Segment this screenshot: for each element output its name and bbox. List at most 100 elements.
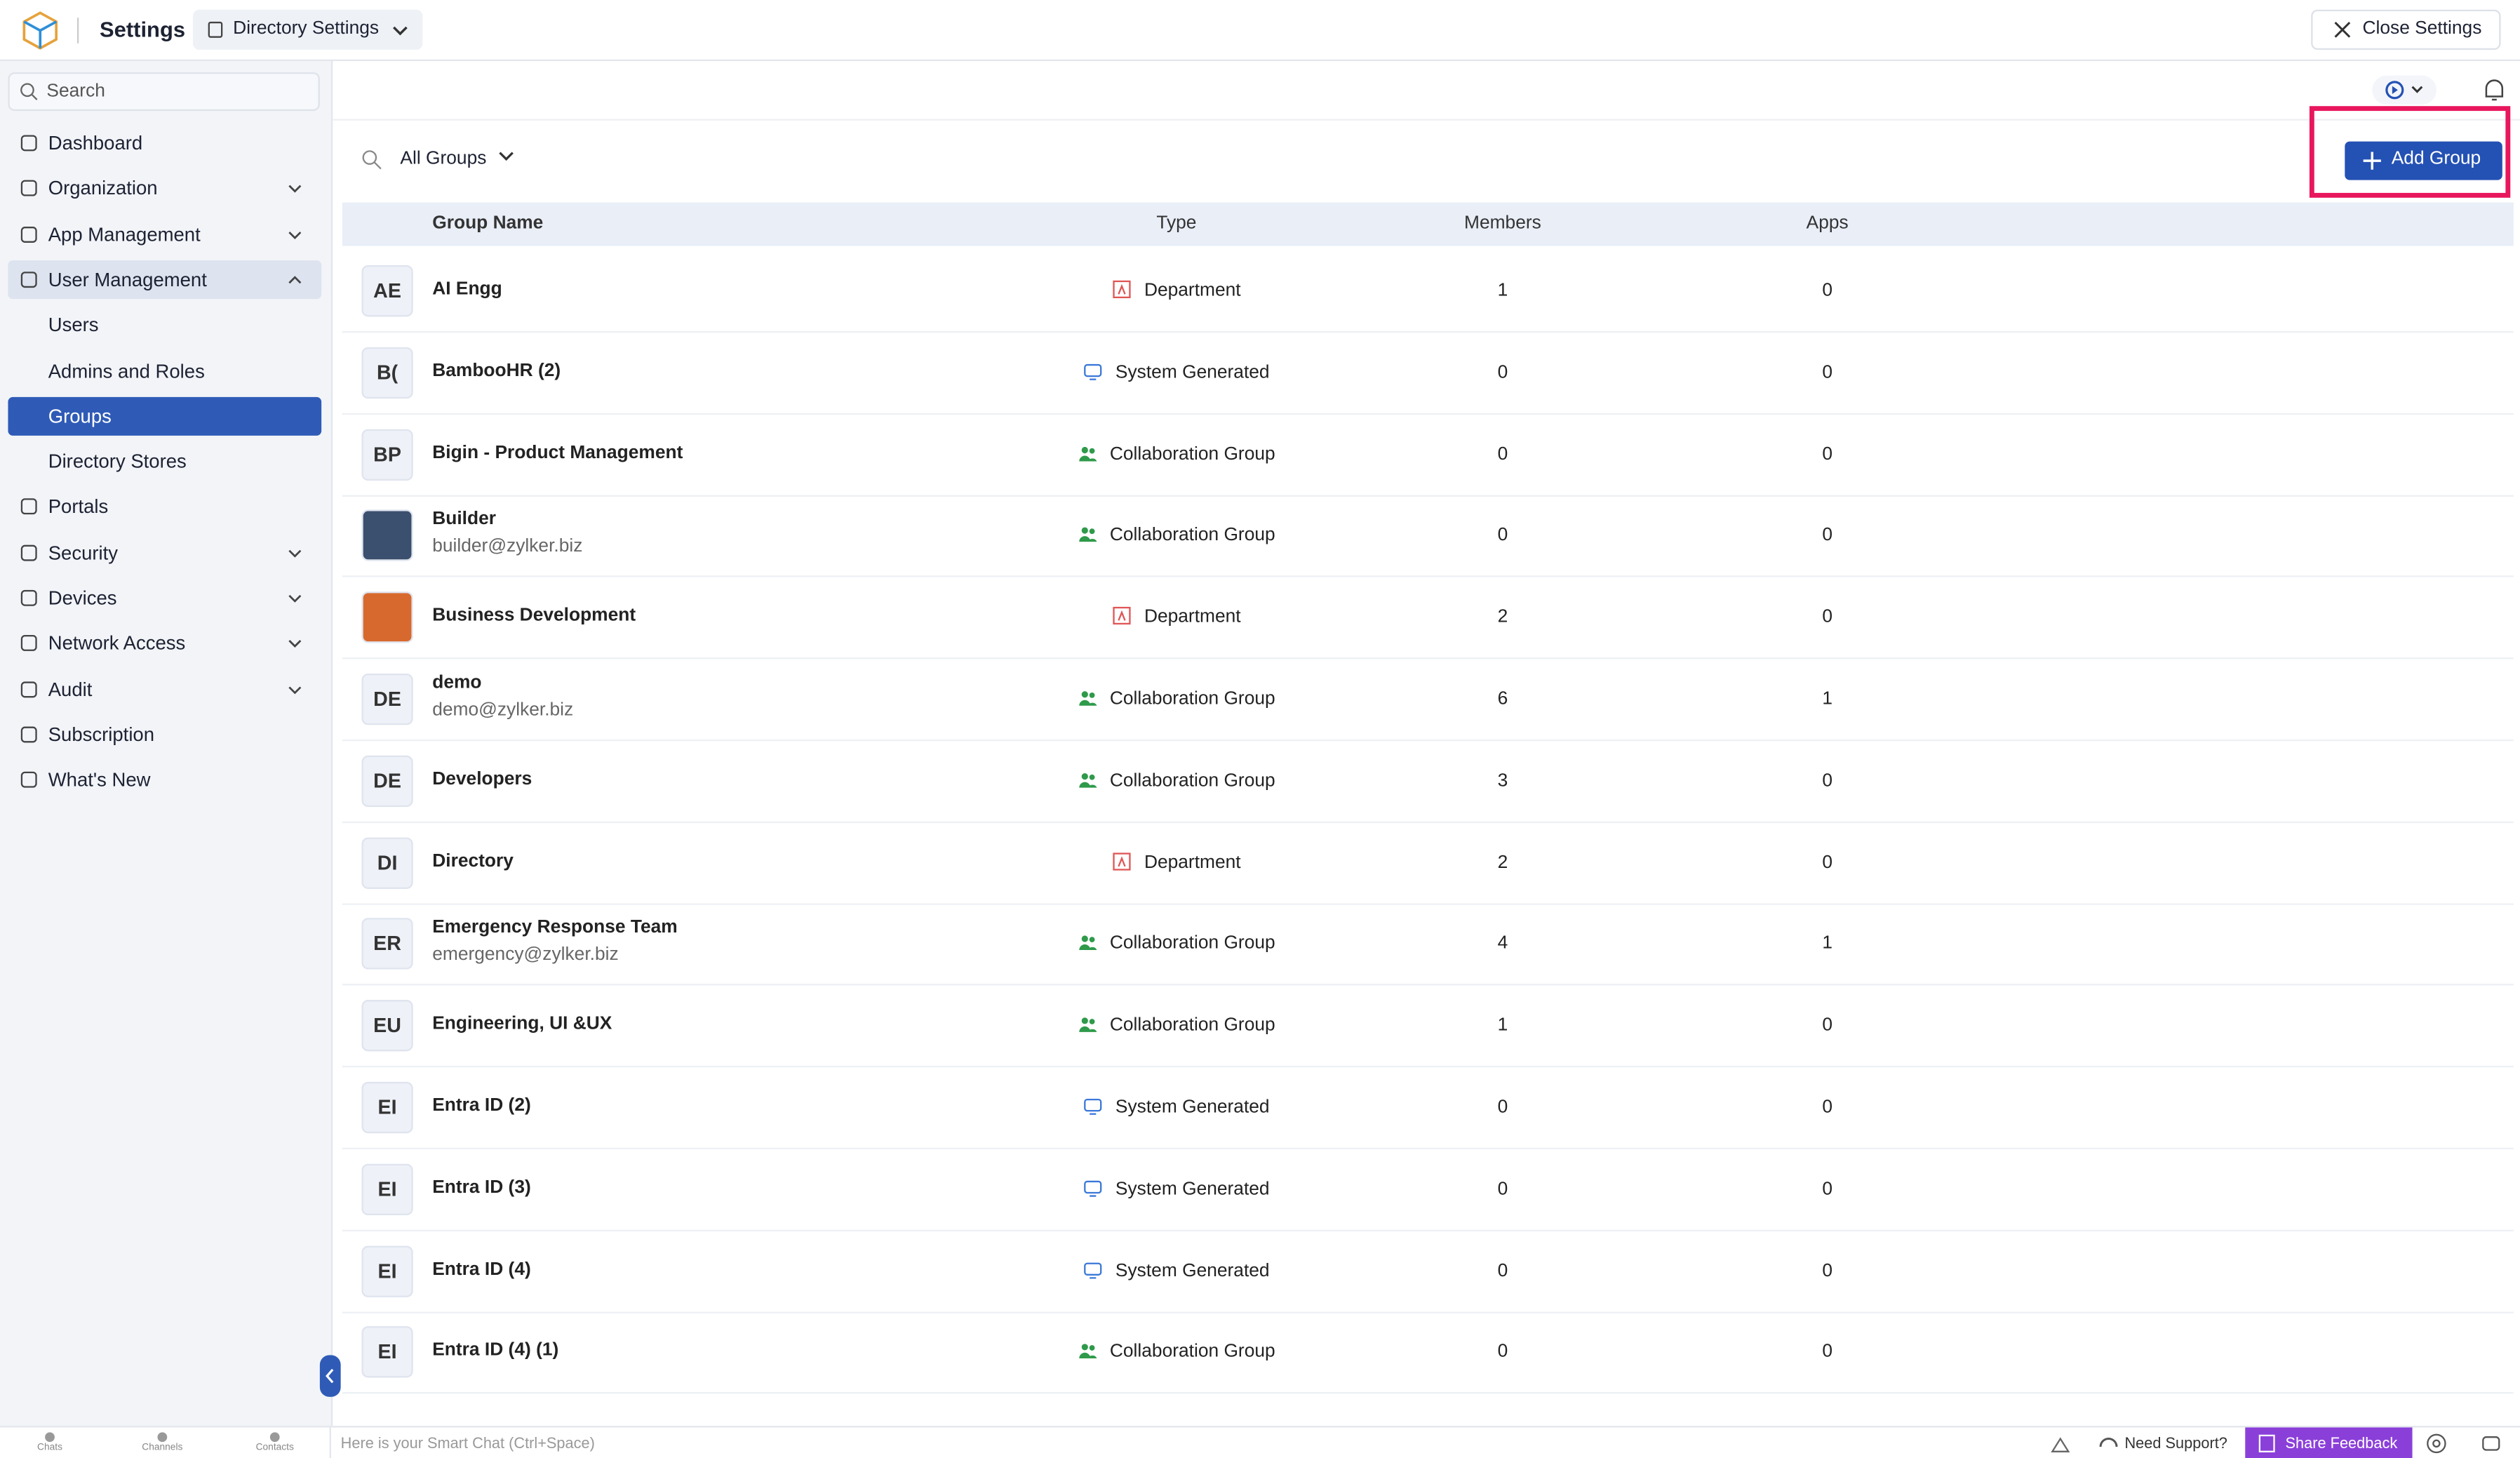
nav-item[interactable]: Devices [8,579,321,617]
nav-label: Devices [48,587,117,610]
nav-sub-item[interactable]: Users [8,306,321,345]
table-row[interactable]: EU Engineering, UI &UX Collaboration Group… [342,986,2514,1068]
column-header: Apps [1806,213,1849,234]
table-row[interactable]: EI Entra ID (3) System Generated 0 0 [342,1149,2514,1231]
group-filter[interactable]: All Groups [400,149,517,169]
nav-label: Subscription [48,723,155,746]
members-count: 3 [1497,771,1508,791]
nav-sub-item[interactable]: Groups [8,396,322,436]
avatar: EI [361,1245,413,1297]
table-row[interactable]: DE Developers Collaboration Group 3 0 [342,741,2514,823]
nav-item[interactable]: Audit [8,669,321,708]
column-header: Group Name [432,213,544,234]
type-icon [1078,1344,1097,1359]
table-row[interactable]: DE demo demo@zylker.biz Collaboration Group… [342,659,2514,742]
table-row[interactable]: EI Entra ID (2) System Generated 0 0 [342,1067,2514,1150]
members-count: 2 [1497,608,1508,627]
divider [76,18,79,44]
avatar: DE [361,673,413,725]
close-settings[interactable]: Close Settings [2311,9,2501,51]
group-type: System Generated [1048,361,1306,382]
tools-icon[interactable] [2049,1434,2072,1455]
apps-count: 0 [1822,608,1832,627]
highlight-box [2309,106,2511,198]
members-count: 0 [1497,1342,1508,1363]
members-count: 0 [1497,444,1508,464]
nav-item[interactable]: Network Access [8,624,321,663]
mention-icon[interactable] [2425,1432,2448,1454]
table-row[interactable]: BP Bigin - Product Management Collaboratio… [342,414,2514,497]
footer-tab[interactable]: Channels [114,1427,210,1458]
type-icon [1113,280,1131,298]
apps-count: 0 [1822,1097,1832,1118]
apps-count: 0 [1822,281,1832,301]
members-count: 1 [1497,281,1508,301]
table-row[interactable]: EI Entra ID (4) (1) Collaboration Group 0 0 [342,1312,2514,1395]
column-header: Type [1156,213,1197,234]
add-group-button[interactable]: Add Group [2345,141,2502,180]
recording-menu[interactable] [2371,74,2441,106]
group-type: Collaboration Group [1048,443,1306,464]
filter-label: All Groups [400,149,487,169]
share-feedback[interactable]: Share Feedback [2245,1427,2413,1458]
group-name: demo [432,673,482,693]
filter-search-icon[interactable] [361,149,382,170]
nav-item[interactable]: What's New [8,761,321,799]
nav-item[interactable]: Organization [8,169,321,208]
type-label: Collaboration Group [1109,526,1275,546]
apps-count: 1 [1822,689,1832,709]
page-title: Settings [100,18,186,42]
apps-count: 0 [1822,444,1832,464]
table-row[interactable]: B(BambooHR (2) System Generated 0 0 [342,333,2514,415]
avatar: AE [361,265,413,317]
nav-label: Groups [48,404,112,427]
header: Settings Directory Settings Close Settin… [0,0,2520,62]
chat-icon[interactable] [2480,1432,2502,1454]
nav-item[interactable]: User Management [8,260,322,299]
footer-tab[interactable]: Contacts [227,1427,323,1458]
apps-count: 0 [1822,1261,1832,1281]
table-row[interactable]: ER Emergency Response Team emergency@zylke… [342,904,2514,987]
table-row[interactable]: EI Entra ID (4) System Generated 0 0 [342,1231,2514,1313]
table-row[interactable]: Builder builder@zylker.biz Collaboration G… [342,496,2514,578]
context-switch[interactable]: Directory Settings [192,9,423,51]
nav-item[interactable]: Portals [8,488,321,526]
nav-icon [20,226,37,243]
collapse-toggle[interactable] [319,1355,341,1397]
table-row[interactable]: Business Development Department 2 0 [342,577,2514,660]
search-placeholder: Search [46,81,105,102]
type-label: Department [1144,608,1241,627]
nav-label: Network Access [48,632,186,655]
nav-sub-item[interactable]: Admins and Roles [8,352,321,390]
footer: Chats Channels Contacts Here is your Smart… [0,1426,2520,1458]
search-box[interactable]: Search [8,72,320,112]
group-type: Department [1048,280,1306,301]
nav-icon [20,271,37,288]
nav-item[interactable]: Subscription [8,715,321,754]
nav-item[interactable]: Security [8,533,321,572]
group-type: Collaboration Group [1048,1015,1306,1036]
footer-tab[interactable]: Chats [1,1427,98,1458]
tab-label: Channels [142,1443,183,1454]
nav-item[interactable]: App Management [8,215,321,253]
table-row[interactable]: AE AI Engg Department 1 0 [342,250,2514,333]
feedback-label: Share Feedback [2285,1435,2398,1454]
chevron [393,26,408,36]
support-link[interactable]: Need Support? [2124,1435,2227,1454]
group-type: Collaboration Group [1048,770,1306,791]
group-email: builder@zylker.biz [432,537,583,557]
chevron [288,185,302,194]
smart-chat-hint[interactable]: Here is your Smart Chat (Ctrl+Space) [340,1435,595,1454]
tab-label: Chats [37,1443,62,1454]
members-count: 2 [1497,852,1508,873]
nav-item[interactable]: Dashboard [8,123,321,162]
nav-label: Security [48,541,119,564]
notifications[interactable] [2481,77,2507,103]
nav-sub-item[interactable]: Directory Stores [8,442,321,481]
table-row[interactable]: DI Directory Department 2 0 [342,822,2514,904]
nav-icon [20,180,37,197]
type-label: Department [1144,281,1241,301]
tab-label: Contacts [255,1443,294,1454]
avatar: DE [361,755,413,807]
type-icon [1078,1017,1097,1033]
